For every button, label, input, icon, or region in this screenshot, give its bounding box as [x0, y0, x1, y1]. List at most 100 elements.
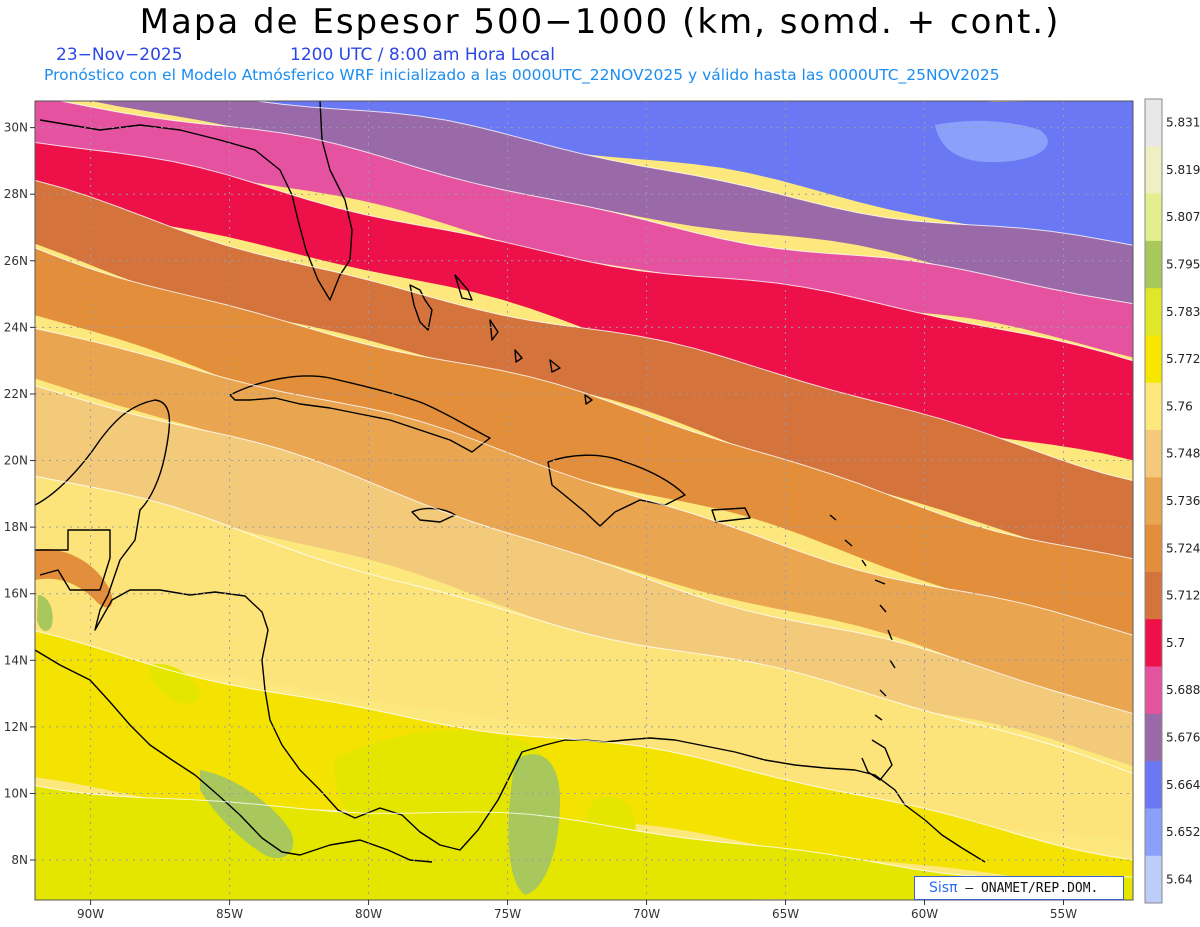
colorbar-label: 5.688 — [1166, 683, 1200, 697]
colorbar-label: 5.7 — [1166, 636, 1185, 650]
thickness-contours — [35, 101, 1133, 879]
mainland-coast — [35, 399, 986, 863]
colorbar-swatch — [1145, 477, 1162, 526]
colorbar — [1144, 98, 1163, 904]
lon-label: 85W — [216, 907, 243, 921]
bahamas-islands — [409, 284, 433, 331]
colorbar-swatch — [1145, 335, 1162, 384]
colorbar-frame — [1144, 98, 1163, 904]
florida-gulf-coast — [39, 101, 353, 301]
colorbar-label: 5.748 — [1166, 447, 1200, 461]
yucatan-patch — [37, 595, 53, 632]
colorbar-label: 5.664 — [1166, 778, 1200, 792]
thickness-band — [35, 476, 1133, 841]
thickness-bands — [35, 101, 1133, 900]
guatemala-patch — [149, 664, 200, 705]
belize-patch — [35, 549, 113, 608]
lon-label: 75W — [494, 907, 521, 921]
forecast-time: 1200 UTC / 8:00 am Hora Local — [290, 45, 555, 65]
colorbar-swatch — [1145, 571, 1162, 620]
lat-label: 24N — [4, 320, 28, 334]
thickness-band — [35, 785, 1133, 900]
bahamas-islands-2 — [454, 274, 473, 301]
jamaica-island — [411, 507, 456, 523]
colorbar-swatch — [1145, 524, 1162, 573]
central-america-patch — [200, 770, 294, 859]
contour-line — [35, 179, 1133, 482]
thickness-band — [35, 101, 1133, 358]
lat-label: 22N — [4, 387, 28, 401]
contour-line — [35, 630, 1133, 861]
lat-label: 30N — [4, 121, 28, 135]
map-frame — [34, 100, 1134, 901]
colorbar-swatch — [1145, 193, 1162, 242]
lat-lon-grid — [35, 101, 1133, 900]
colorbar-swatch — [1145, 382, 1162, 431]
lon-label: 65W — [772, 907, 799, 921]
colorbar-label: 5.736 — [1166, 494, 1200, 508]
chart-title: Mapa de Espesor 500−1000 (km, somd. + co… — [139, 2, 1061, 42]
lon-label: 60W — [911, 907, 938, 921]
lat-label: 20N — [4, 454, 28, 468]
contour-line — [35, 475, 1133, 775]
colorbar-label: 5.807 — [1166, 210, 1200, 224]
fine-scale-patches — [35, 120, 1048, 895]
colorbar-label: 5.772 — [1166, 352, 1200, 366]
colorbar-label: 5.819 — [1166, 163, 1200, 177]
thickness-band — [232, 101, 1133, 260]
colorbar-swatch — [1145, 713, 1162, 762]
thickness-band — [35, 385, 1133, 767]
colorbar-swatch — [1145, 666, 1162, 715]
colorbar-label: 5.831 — [1166, 116, 1200, 130]
colorbar-labels: 5.831 5.819 5.807 5.795 5.783 5.772 5.76 5.748 5… — [1166, 116, 1200, 887]
colorbar-swatch — [1145, 288, 1162, 336]
credit-text: – ONAMET/REP.DOM. — [965, 881, 1099, 896]
contour-line — [35, 142, 1133, 362]
colorbar-swatch — [1145, 855, 1162, 904]
highland-patch — [334, 730, 554, 870]
colorbar-label: 5.795 — [1166, 258, 1200, 272]
lesser-antilles — [829, 514, 896, 781]
colorbar-label: 5.676 — [1166, 730, 1200, 744]
lat-label: 16N — [4, 587, 28, 601]
colorbar-swatch — [1145, 761, 1162, 809]
colorbar-swatch — [1145, 146, 1162, 195]
lat-label: 14N — [4, 653, 28, 667]
forecast-date: 23−Nov−2025 — [56, 45, 183, 65]
contour-line — [57, 101, 1133, 305]
thickness-band — [35, 248, 1133, 649]
latitude-labels: 30N 28N 26N 24N 22N 20N 18N 16N 14N 12N 10N 8N — [4, 121, 35, 867]
thickness-band — [35, 630, 1133, 886]
contour-line — [253, 101, 1133, 246]
sispi-logo-text: Sisπ — [929, 880, 958, 896]
hispaniola-island — [547, 454, 686, 527]
colorbar-swatch — [1145, 99, 1162, 147]
lon-label: 70W — [633, 907, 660, 921]
contour-line — [35, 785, 1133, 879]
colorbar-label: 5.652 — [1166, 825, 1200, 839]
lat-label: 26N — [4, 254, 28, 268]
contour-line — [35, 385, 1133, 714]
lat-label: 10N — [4, 786, 28, 800]
lon-label: 55W — [1050, 907, 1077, 921]
lat-label: 28N — [4, 187, 28, 201]
credit-box: Sisπ – ONAMET/REP.DOM. — [914, 876, 1124, 900]
lat-label: 12N — [4, 720, 28, 734]
coastlines — [35, 101, 986, 863]
andes-patch-east — [585, 796, 636, 858]
colorbar-label: 5.76 — [1166, 399, 1193, 413]
colorbar-label: 5.712 — [1166, 589, 1200, 603]
thickness-band — [35, 328, 1133, 721]
contour-line — [35, 327, 1133, 636]
north-low-patch — [935, 120, 1048, 163]
longitude-labels: 90W 85W 80W 75W 70W 65W 60W 55W — [77, 900, 1077, 921]
colorbar-label: 5.724 — [1166, 541, 1200, 555]
colorbar-swatch — [1145, 808, 1162, 857]
lat-label: 8N — [11, 853, 28, 867]
cuba-island — [229, 375, 491, 453]
colorbar-swatch — [1145, 619, 1162, 668]
colorbar-label: 5.783 — [1166, 305, 1200, 319]
colorbar-swatch — [1145, 430, 1162, 478]
colorbar-swatch — [1145, 240, 1162, 289]
